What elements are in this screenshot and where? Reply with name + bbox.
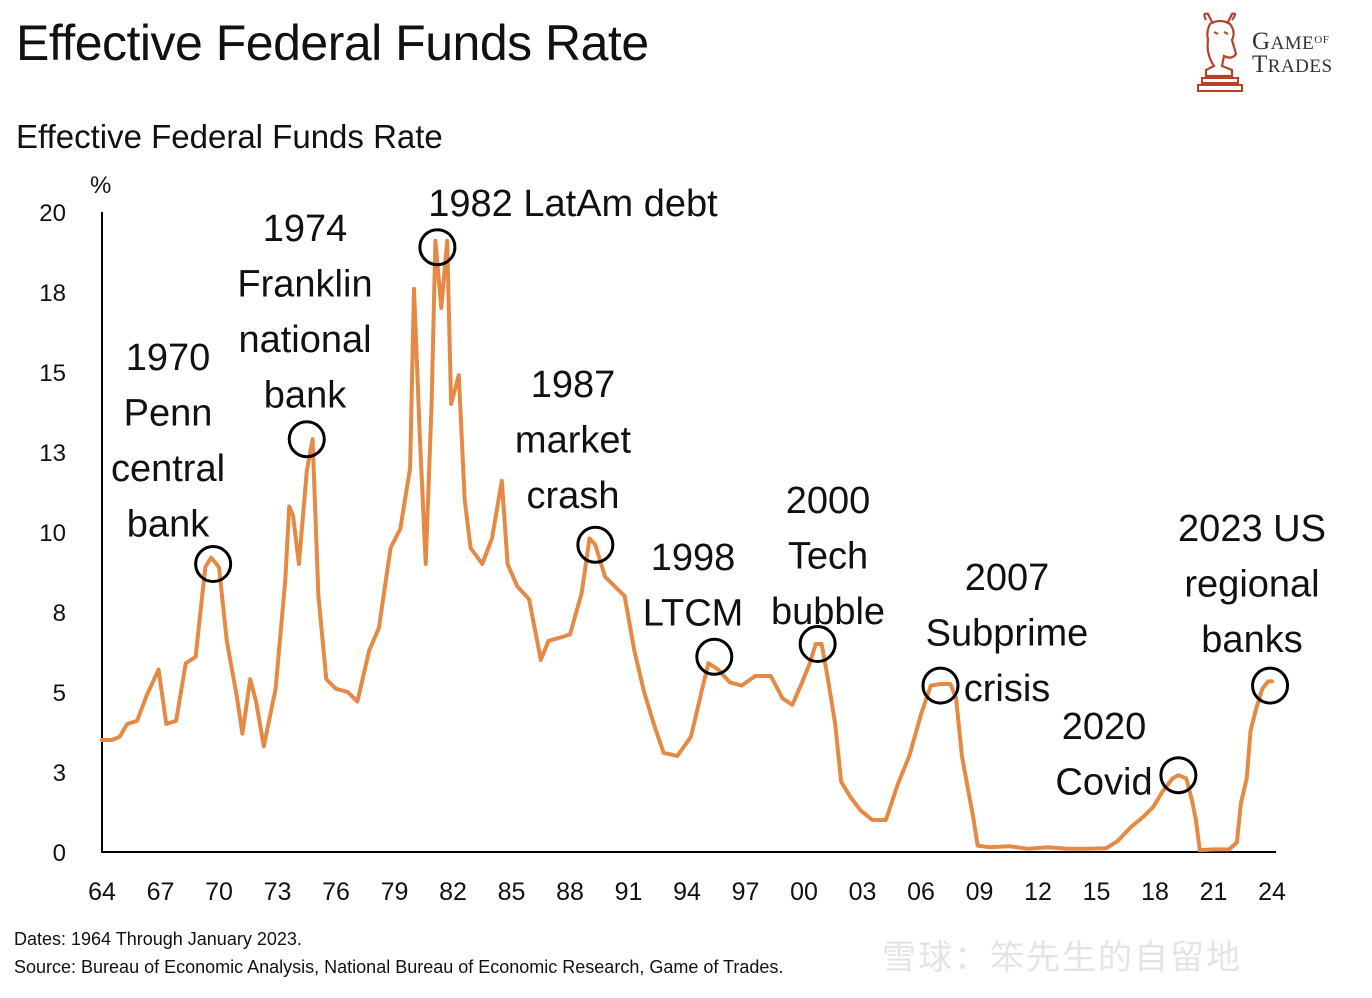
annotation-label: banks — [1201, 619, 1302, 661]
y-tick-label: 10 — [39, 520, 66, 547]
y-axis-unit-label: % — [90, 172, 111, 199]
x-tick-label: 64 — [88, 878, 116, 906]
y-tick-label: 8 — [53, 600, 66, 627]
annotation-label: crisis — [964, 668, 1051, 710]
logo-word-trades: TRADES — [1252, 51, 1333, 78]
x-tick-label: 24 — [1258, 878, 1286, 906]
annotation-label: regional — [1184, 564, 1319, 606]
x-tick-label: 91 — [615, 878, 643, 906]
annotation-label: Covid — [1055, 762, 1152, 804]
annotation-marker — [1251, 666, 1290, 705]
annotation-label: 2023 US — [1178, 508, 1326, 550]
x-tick-label: 97 — [732, 878, 760, 906]
y-tick-label: 20 — [39, 200, 66, 227]
annotation-label: 1974 — [263, 208, 348, 250]
x-tick-label: 06 — [907, 878, 935, 906]
y-tick-label: 3 — [53, 760, 66, 787]
annotation-label: bank — [264, 375, 347, 417]
series-line — [100, 238, 1274, 853]
y-tick-label: 13 — [39, 440, 66, 467]
annotation-label: crash — [527, 475, 620, 517]
annotation-marker — [1159, 756, 1198, 795]
y-tick-label: 5 — [53, 680, 66, 707]
x-tick-label: 09 — [966, 878, 994, 906]
annotation-marker — [194, 545, 233, 583]
annotation-marker — [798, 625, 837, 663]
annotation-label: 1998 — [651, 537, 736, 579]
annotation-label: bubble — [771, 591, 885, 633]
annotation-label: national — [238, 319, 371, 361]
x-tick-label: 15 — [1083, 878, 1111, 906]
x-tick-label: 85 — [498, 878, 526, 906]
y-tick-label: 15 — [39, 360, 66, 387]
annotation-label: 1987 — [531, 364, 616, 406]
game-of-trades-logo: GAMEOF TRADES — [1192, 8, 1362, 98]
annotation-marker — [695, 637, 734, 676]
annotation-label: Tech — [788, 536, 868, 578]
annotation-label: LTCM — [643, 593, 744, 635]
annotation-label: Subprime — [926, 613, 1089, 655]
annotation-label: Franklin — [237, 264, 372, 306]
annotation-marker — [576, 525, 615, 564]
annotation-label: 2020 — [1062, 706, 1147, 748]
chart-title: Effective Federal Funds Rate — [16, 118, 443, 155]
annotation-label: 2000 — [786, 480, 871, 522]
x-tick-label: 73 — [264, 878, 292, 906]
logo-word-game: GAMEOF — [1252, 28, 1330, 55]
bull-chess-knight-icon — [1197, 12, 1243, 92]
x-tick-label: 76 — [322, 878, 350, 906]
x-tick-label: 18 — [1141, 878, 1169, 906]
page-title: Effective Federal Funds Rate — [16, 15, 649, 71]
x-tick-label: 94 — [673, 878, 701, 906]
footer-dates: Dates: 1964 Through January 2023. — [14, 929, 302, 949]
footer-source: Source: Bureau of Economic Analysis, Nat… — [14, 957, 784, 977]
y-tick-label: 18 — [39, 280, 66, 307]
x-tick-label: 67 — [147, 878, 175, 906]
y-tick-label: 0 — [53, 840, 66, 867]
annotation-label: market — [515, 420, 632, 462]
x-tick-label: 03 — [849, 878, 877, 906]
x-tick-label: 82 — [439, 878, 467, 906]
annotation-label: 1982 LatAm debt — [428, 183, 718, 225]
x-tick-label: 21 — [1200, 878, 1228, 906]
annotation-marker — [921, 666, 960, 705]
xueqiu-watermark: 雪球：笨先生的自留地 — [882, 938, 1242, 978]
x-tick-label: 88 — [556, 878, 584, 906]
x-tick-label: 70 — [205, 878, 233, 906]
annotation-label: central — [111, 448, 225, 490]
x-tick-label: 12 — [1024, 878, 1052, 906]
x-tick-label: 79 — [381, 878, 409, 906]
annotation-label: 1970 — [126, 337, 211, 379]
x-tick-label: 00 — [790, 878, 818, 906]
annotation-label: bank — [127, 504, 210, 546]
annotation-label: Penn — [124, 393, 213, 435]
annotation-marker — [418, 228, 457, 267]
annotation-label: 2007 — [965, 557, 1050, 599]
annotation-marker — [287, 420, 326, 459]
